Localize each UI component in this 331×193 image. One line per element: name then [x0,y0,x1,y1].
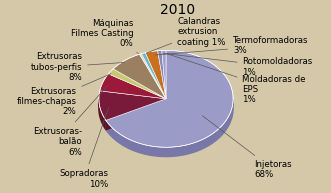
Polygon shape [141,53,166,99]
Text: Injetoras
68%: Injetoras 68% [203,116,292,179]
Text: Calandras
extrusion
coating 1%: Calandras extrusion coating 1% [146,17,226,53]
Polygon shape [106,50,233,147]
Polygon shape [106,99,166,130]
Polygon shape [99,91,166,120]
Polygon shape [162,50,166,99]
Text: Sopradoras
10%: Sopradoras 10% [59,108,109,189]
Text: Extrusoras
tubos-perfis
8%: Extrusoras tubos-perfis 8% [30,52,124,82]
Polygon shape [99,99,106,130]
Polygon shape [113,54,166,99]
Title: 2010: 2010 [160,3,195,18]
Polygon shape [145,51,166,99]
Polygon shape [106,99,166,130]
Text: Termoformadoras
3%: Termoformadoras 3% [155,36,308,55]
Polygon shape [139,54,166,99]
Text: Moldadoras de
EPS
1%: Moldadoras de EPS 1% [166,54,306,104]
Polygon shape [106,99,233,157]
Polygon shape [108,69,166,99]
Text: Rotomoldadoras
1%: Rotomoldadoras 1% [163,53,313,77]
Polygon shape [100,74,166,99]
Text: Máquinas
Filmes Casting
0%: Máquinas Filmes Casting 0% [71,19,138,53]
Text: Extrusoras
filmes-chapas
2%: Extrusoras filmes-chapas 2% [17,74,111,117]
Text: Extrusoras-
balão
6%: Extrusoras- balão 6% [33,86,108,157]
Polygon shape [158,50,166,99]
